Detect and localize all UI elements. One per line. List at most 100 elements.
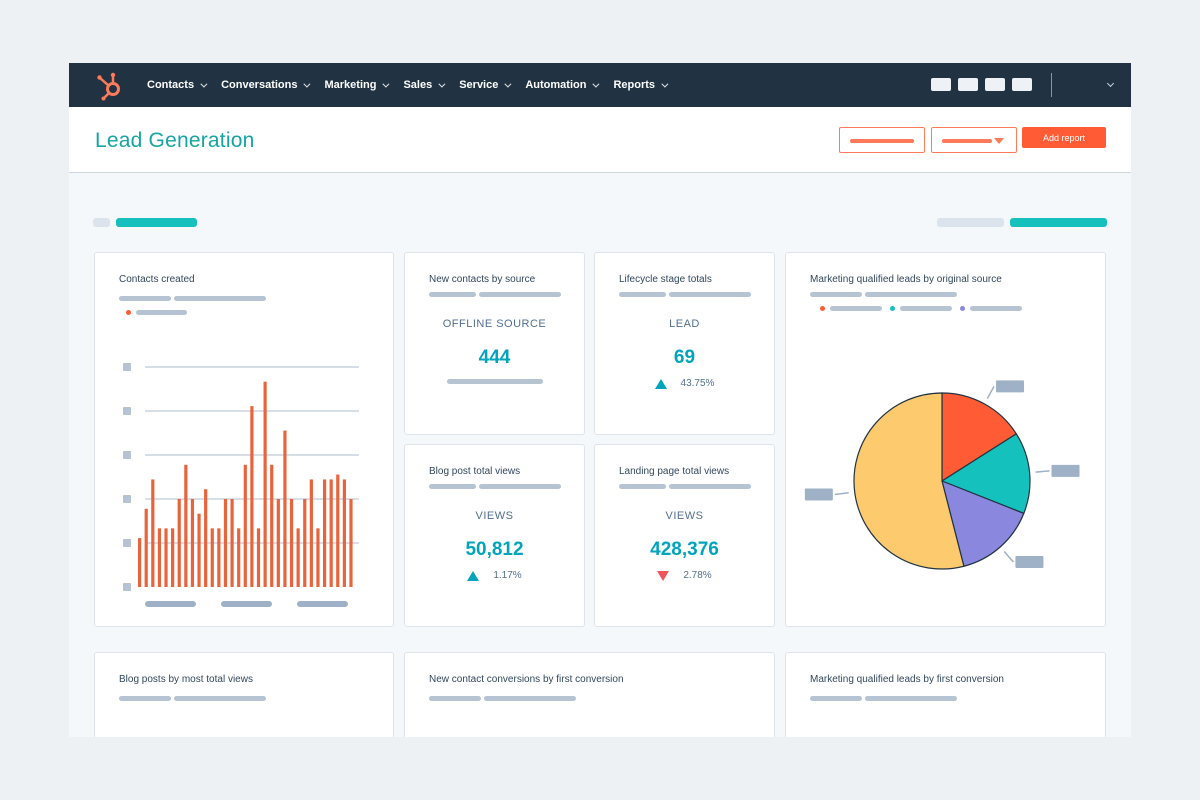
kpi-label: OFFLINE SOURCE [442,318,547,330]
kpi-change: 43.75% [595,378,774,389]
pie-label-placeholder [804,488,833,501]
y-tick-marker [123,583,131,591]
nav-menu: Contacts Conversations Marketing Sales S… [147,63,682,107]
nav-item-contacts[interactable]: Contacts [147,79,208,91]
bar [230,499,234,587]
kpi-value: 50,812 [465,539,524,560]
nav-utility-button[interactable] [958,78,978,91]
add-report-button[interactable]: Add report [1022,127,1106,148]
page-header: Lead Generation Add report [69,107,1131,173]
top-navigation: Contacts Conversations Marketing Sales S… [69,63,1131,107]
card-new-contacts-by-source[interactable]: New contacts by source OFFLINE SOURCE 44… [404,252,585,435]
bar [144,508,148,587]
card-title: New contact conversions by first convers… [429,674,624,685]
card-title: New contacts by source [429,274,536,285]
card-blog-posts-by-views[interactable]: Blog posts by most total views [94,652,394,737]
caption-placeholder [447,379,543,384]
bar [283,430,287,587]
nav-utility-button[interactable] [1012,78,1032,91]
header-dropdown-button[interactable] [931,127,1017,153]
subtitle-placeholder [479,292,561,297]
chevron-down-icon [382,80,390,88]
hubspot-logo-icon[interactable] [95,71,125,101]
nav-item-conversations[interactable]: Conversations [221,79,311,91]
bar [309,479,313,587]
nav-item-sales[interactable]: Sales [403,79,446,91]
card-mql-by-first-conversion[interactable]: Marketing qualified leads by first conve… [785,652,1106,737]
nav-item-service[interactable]: Service [459,79,512,91]
caret-down-icon [994,138,1004,144]
card-mql-by-original-source[interactable]: Marketing qualified leads by original so… [785,252,1106,627]
bar [250,406,254,587]
card-new-contact-conversions[interactable]: New contact conversions by first convers… [404,652,775,737]
nav-label: Contacts [147,79,195,91]
pie-leader-line [1003,551,1014,563]
subtitle-placeholder [619,484,666,489]
subtitle-placeholder [810,292,862,297]
chevron-down-icon [504,80,512,88]
x-axis-label-placeholder [145,601,196,607]
nav-item-marketing[interactable]: Marketing [324,79,390,91]
y-tick-marker [123,407,131,415]
chevron-down-icon [592,80,600,88]
filter-chip-active[interactable] [116,218,197,227]
card-landing-page-total-views[interactable]: Landing page total views VIEWS 428,376 2… [594,444,775,627]
page-title: Lead Generation [95,129,255,152]
subtitle-placeholder [669,292,751,297]
subtitle-placeholder [479,484,561,489]
pie-slice [941,392,1018,483]
bar [289,499,294,587]
nav-label: Conversations [221,79,298,91]
nav-utility-button[interactable] [931,78,951,91]
bar [138,538,142,587]
subtitle-placeholder [810,696,862,701]
bar [303,499,307,587]
bar [217,528,221,587]
legend-dot [960,306,965,311]
legend-label-placeholder [900,306,952,311]
subtitle-placeholder [865,696,957,701]
kpi-change: 1.17% [405,570,584,581]
kpi-value: 444 [478,347,511,368]
pie-label-placeholder [1051,464,1080,477]
bar [237,528,241,587]
nav-label: Marketing [324,79,377,91]
button-label-placeholder [942,139,992,143]
kpi-label: VIEWS [475,510,514,522]
account-menu-chevron-icon[interactable] [1106,79,1115,88]
bar [322,479,327,587]
nav-item-automation[interactable]: Automation [525,79,600,91]
y-tick-marker [123,363,131,371]
subtitle-placeholder [429,292,476,297]
legend-dot [126,310,131,315]
x-axis-label-placeholder [221,601,272,607]
subtitle-placeholder [119,296,171,301]
bar [184,464,188,587]
pie-slice [853,392,965,570]
card-title: Blog posts by most total views [119,674,253,685]
date-range-chip-active[interactable] [1010,218,1107,227]
bar [316,528,320,587]
card-lifecycle-stage-totals[interactable]: Lifecycle stage totals LEAD 69 43.75% [594,252,775,435]
bar [296,528,300,587]
bar [270,464,274,587]
card-blog-post-total-views[interactable]: Blog post total views VIEWS 50,812 1.17% [404,444,585,627]
nav-utility-button[interactable] [985,78,1005,91]
pie-slice [941,480,1025,567]
kpi-label: VIEWS [665,510,704,522]
header-action-button[interactable] [839,127,925,153]
kpi-value: 69 [673,347,696,368]
subtitle-placeholder [174,296,266,301]
kpi-change: 2.78% [595,570,774,581]
filter-chip[interactable] [93,218,110,227]
card-contacts-created[interactable]: Contacts created [94,252,394,627]
bar [177,499,181,587]
chevron-down-icon [661,80,669,88]
card-title: Marketing qualified leads by first conve… [810,674,1004,685]
nav-item-reports[interactable]: Reports [613,79,669,91]
nav-label: Service [459,79,499,91]
date-range-chip[interactable] [937,218,1004,227]
card-title: Contacts created [119,274,195,285]
subtitle-placeholder [429,484,476,489]
mql-pie-chart [804,380,1080,570]
